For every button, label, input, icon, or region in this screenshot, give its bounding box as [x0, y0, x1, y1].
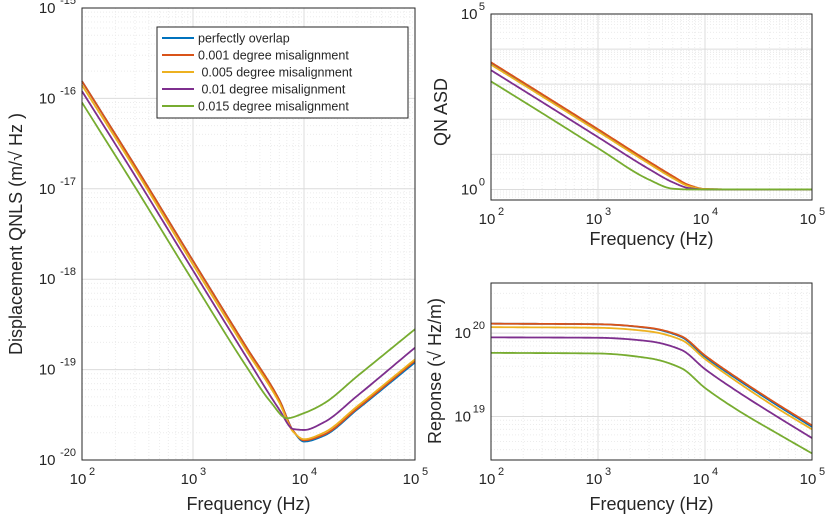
qnls-y-tick-exponent: -19 — [60, 357, 76, 369]
response-x-axis-label: Frequency (Hz) — [589, 494, 713, 514]
qnls-x-tick-label: 10 — [70, 471, 87, 488]
qn-asd-x-tick-exponent: 2 — [498, 206, 504, 218]
qn-asd-series-group — [490, 61, 812, 191]
response-y-tick-label: 10 — [454, 325, 471, 342]
qnls-x-tick-exponent: 5 — [422, 466, 428, 478]
qnls-y-tick-exponent: -17 — [60, 176, 76, 188]
response-y-tick-exponent: 19 — [473, 403, 485, 415]
response-x-tick-label: 10 — [586, 471, 603, 488]
qn-asd-y-tick-label: 10 — [461, 6, 478, 23]
qnls-x-tick-label: 10 — [292, 471, 309, 488]
response-series-0-001-degree-misalignment — [490, 322, 813, 427]
response-x-tick-exponent: 4 — [712, 466, 718, 478]
qnls-series-0-015-degree-misalignment — [81, 102, 416, 420]
qnls-x-tick-exponent: 3 — [200, 466, 206, 478]
qnls-series-0-01-degree-misalignment — [81, 90, 416, 431]
qn-asd-axes-box — [490, 13, 813, 201]
qnls-y-axis-label: Displacement QNLS (m/√ Hz ) — [6, 113, 26, 355]
qnls-x-axis-label: Frequency (Hz) — [186, 494, 310, 514]
response-x-tick-exponent: 5 — [819, 466, 825, 478]
qn-asd-x-tick-label: 10 — [693, 211, 710, 228]
qn-asd-y-tick-exponent: 5 — [479, 1, 485, 13]
response-series-group — [490, 322, 813, 455]
response-x-tick-exponent: 3 — [605, 466, 611, 478]
qnls-axes-box — [81, 7, 416, 461]
qn-asd-x-tick-exponent: 3 — [605, 206, 611, 218]
qn-asd-x-tick-exponent: 4 — [712, 206, 718, 218]
qn-asd-grid — [490, 13, 813, 201]
qnls-x-tick-label: 10 — [403, 471, 420, 488]
response-plot-area — [491, 283, 812, 460]
response-x-tick-label: 10 — [693, 471, 710, 488]
qnls-y-tick-label: 10 — [39, 452, 56, 469]
qnls-y-tick-label: 10 — [39, 181, 56, 198]
qnls-x-tick-exponent: 2 — [89, 466, 95, 478]
qn-asd-x-tick-label: 10 — [586, 211, 603, 228]
response-x-tick-label: 10 — [800, 471, 817, 488]
qnls-x-tick-label: 10 — [181, 471, 198, 488]
qnls-y-tick-exponent: -15 — [60, 0, 76, 7]
qnls-y-tick-label: 10 — [39, 362, 56, 379]
qn-asd-x-axis-label: Frequency (Hz) — [589, 229, 713, 249]
qnls-y-tick-label: 10 — [39, 90, 56, 107]
qn-asd-y-tick-exponent: 0 — [479, 176, 485, 188]
response-series-0-015-degree-misalignment — [490, 351, 813, 455]
qnls-y-tick-label: 10 — [39, 0, 56, 17]
qnls-y-tick-exponent: -16 — [60, 85, 76, 97]
legend-label-perfectly-overlap: perfectly overlap — [198, 32, 290, 46]
legend-label-0005-degree: 0.005 degree misalignment — [198, 66, 353, 80]
qn-asd-x-tick-label: 10 — [479, 211, 496, 228]
qn-asd-x-tick-labels: 10 2 10 3 10 4 10 5 — [479, 206, 825, 228]
qnls-series-group — [81, 80, 416, 443]
response-x-tick-labels: 10 2 10 3 10 4 10 5 — [479, 466, 825, 488]
qn-asd-series-0-015-degree-misalignment — [490, 80, 812, 191]
qnls-x-tick-labels: 10 2 10 3 10 4 10 5 — [70, 466, 428, 488]
qnls-y-tick-exponent: -20 — [60, 447, 76, 459]
qnls-y-tick-labels: -15 10 -16 10 -17 10 -18 10 -19 10 -20 10 — [39, 0, 76, 469]
qn-asd-y-axis-label: QN ASD — [431, 78, 451, 146]
response-axes-box — [490, 282, 813, 461]
response-series-0-01-degree-misalignment — [490, 336, 813, 439]
qnls-panel: 10 2 10 3 10 4 10 5 -1510-1610-1710-1810-1910-2… — [6, 0, 428, 514]
response-y-axis-label: Reponse (√ Hz/m) — [425, 298, 445, 444]
qn-asd-x-tick-label: 10 — [800, 211, 817, 228]
legend: perfectly overlap 0.001 degree misalignm… — [156, 26, 409, 119]
qnls-y-tick-label: 10 — [39, 271, 56, 288]
legend-label-001-degree: 0.01 degree misalignment — [198, 83, 346, 97]
response-series-0-005-degree-misalignment — [490, 326, 813, 431]
qn-asd-plot-area — [491, 14, 812, 200]
response-y-tick-label: 10 — [454, 408, 471, 425]
response-x-tick-label: 10 — [479, 471, 496, 488]
qn-asd-y-tick-label: 10 — [461, 181, 478, 198]
response-x-tick-exponent: 2 — [498, 466, 504, 478]
legend-label-0001-degree: 0.001 degree misalignment — [198, 49, 349, 63]
qnls-x-tick-exponent: 4 — [311, 466, 317, 478]
response-y-tick-exponent: 20 — [473, 320, 485, 332]
legend-box — [156, 26, 409, 119]
qn-asd-x-tick-exponent: 5 — [819, 206, 825, 218]
qnls-y-tick-exponent: -18 — [60, 266, 76, 278]
legend-label-0015-degree: 0.015 degree misalignment — [198, 100, 349, 114]
